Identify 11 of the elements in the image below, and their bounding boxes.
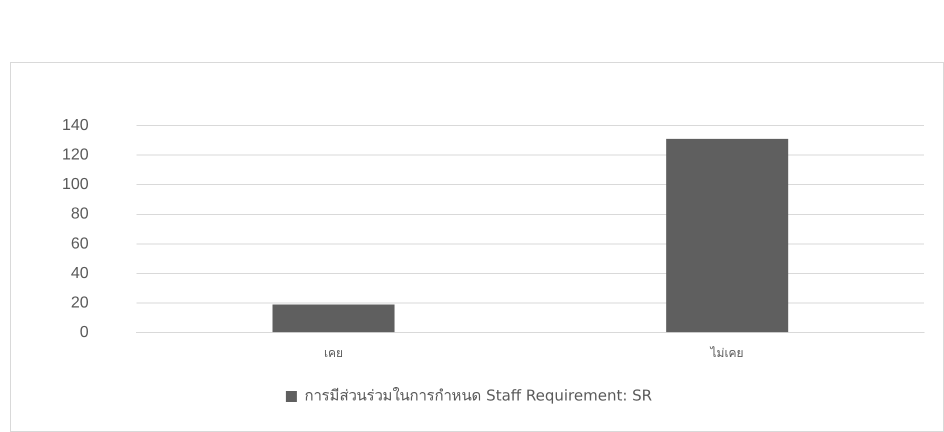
y-tick-label: 120 [62, 146, 89, 164]
y-tick-label: 80 [70, 206, 89, 223]
x-tick-label: เคย [324, 346, 344, 360]
y-tick-label: 40 [70, 264, 89, 282]
x-tick-label: ไม่เคย [710, 346, 744, 360]
y-tick-label: 20 [70, 294, 89, 312]
y-tick-label: 0 [80, 324, 89, 342]
y-tick-label: 140 [62, 117, 89, 134]
y-tick-label: 100 [62, 176, 89, 194]
y-tick-label: 60 [70, 235, 89, 252]
legend-label: การมีส่วนร่วมในการกำหนด Staff Requirement: SR [304, 386, 652, 404]
